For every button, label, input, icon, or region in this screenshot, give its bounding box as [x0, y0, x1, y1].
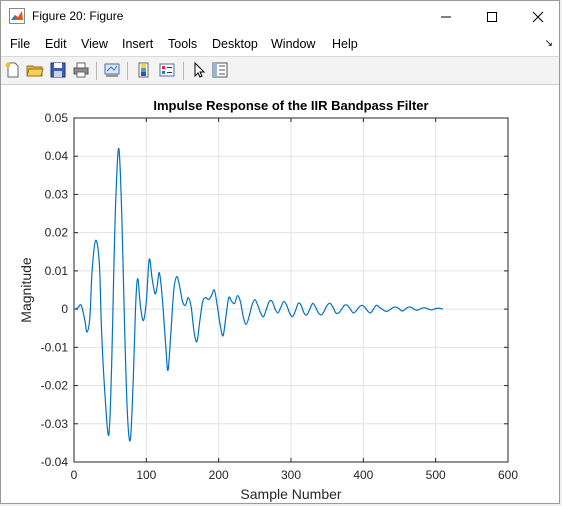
y-tick-label: 0.02 — [45, 226, 69, 240]
y-tick-label: -0.02 — [41, 379, 69, 393]
menu-tools[interactable]: Tools — [168, 37, 198, 51]
matlab-logo-icon — [9, 8, 25, 24]
menu-bar: File Edit View Insert Tools Desktop Wind… — [1, 32, 559, 57]
x-tick-label: 200 — [209, 468, 229, 482]
menu-help[interactable]: Help — [332, 37, 358, 51]
menu-file[interactable]: File — [10, 37, 31, 51]
menu-edit[interactable]: Edit — [45, 37, 67, 51]
y-tick-label: 0.03 — [45, 187, 69, 201]
toolbar-separator — [127, 62, 128, 80]
figure-toolbar — [1, 57, 559, 85]
figure-canvas: 0 100 200 300 400 500 600 0.05 0.04 0.03 0.02 0.01 0… — [1, 85, 560, 504]
minimize-button[interactable] — [423, 1, 469, 32]
title-bar: Figure 20: Figure — [1, 1, 559, 32]
y-tick-label: -0.04 — [41, 455, 69, 469]
y-tick-label: -0.03 — [41, 417, 69, 431]
y-tick-label: 0 — [61, 302, 68, 316]
link-plot-icon[interactable] — [103, 61, 121, 79]
x-tick-label: 500 — [426, 468, 446, 482]
x-axis-label: Sample Number — [240, 486, 341, 502]
property-inspector-icon[interactable] — [211, 61, 229, 79]
insert-colorbar-icon[interactable] — [135, 61, 153, 79]
dock-arrow-icon[interactable]: ↘ — [544, 38, 553, 49]
menu-desktop[interactable]: Desktop — [212, 37, 258, 51]
close-button[interactable] — [515, 1, 559, 32]
y-tick-label: -0.01 — [41, 340, 69, 354]
toolbar-separator — [96, 62, 97, 80]
line-plot[interactable]: 0 100 200 300 400 500 600 0.05 0.04 0.03 0.02 0.01 0… — [1, 85, 560, 504]
y-tick-label: 0.01 — [45, 264, 69, 278]
open-file-icon[interactable] — [26, 61, 44, 79]
x-tick-label: 300 — [281, 468, 301, 482]
new-figure-icon[interactable] — [4, 61, 22, 79]
menu-view[interactable]: View — [81, 37, 108, 51]
y-tick-label: 0.04 — [45, 149, 69, 163]
maximize-icon — [487, 11, 497, 22]
menu-window[interactable]: Window — [271, 37, 316, 51]
save-icon[interactable] — [49, 61, 67, 79]
y-axis-label: Magnitude — [18, 257, 34, 323]
print-icon[interactable] — [72, 61, 90, 79]
x-tick-label: 400 — [353, 468, 373, 482]
x-tick-label: 100 — [136, 468, 156, 482]
menu-insert[interactable]: Insert — [122, 37, 154, 51]
impulse-response-line — [73, 147, 444, 442]
edit-plot-icon[interactable] — [190, 61, 208, 79]
x-tick-label: 0 — [71, 468, 78, 482]
y-tick-label: 0.05 — [45, 111, 69, 125]
close-icon — [532, 11, 544, 22]
chart-title: Impulse Response of the IIR Bandpass Fil… — [153, 98, 428, 113]
maximize-button[interactable] — [469, 1, 515, 32]
axis-ticks: 0 100 200 300 400 500 600 0.05 0.04 0.03 0.02 0.01 0… — [41, 111, 519, 482]
window-title: Figure 20: Figure — [32, 9, 124, 23]
minimize-icon — [441, 16, 451, 17]
insert-legend-icon[interactable] — [158, 61, 176, 79]
toolbar-separator — [183, 62, 184, 80]
x-tick-label: 600 — [498, 468, 518, 482]
